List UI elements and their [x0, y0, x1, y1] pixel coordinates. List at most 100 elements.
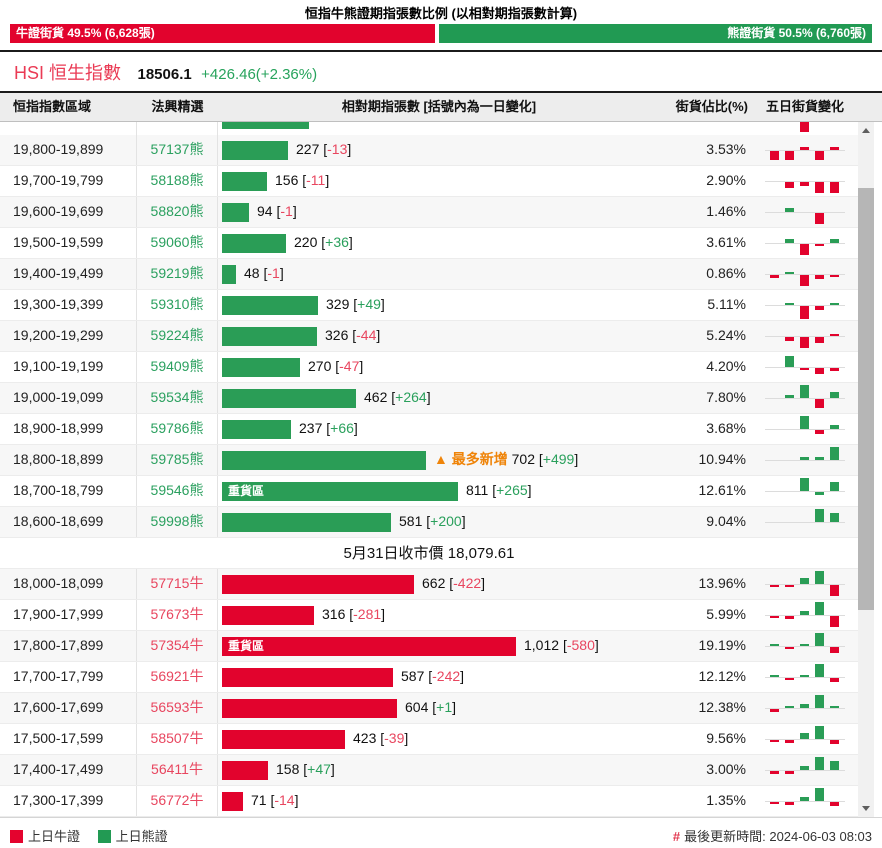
sparkline-bar — [785, 771, 794, 774]
sparkline-bar — [830, 303, 839, 305]
five-day-change-cell — [755, 786, 855, 816]
index-range-cell: 19,300-19,399 — [0, 290, 137, 320]
five-day-sparkline — [765, 385, 845, 412]
sparkline-bar — [830, 513, 839, 522]
warrant-code[interactable]: 56921牛 — [137, 662, 218, 692]
five-day-change-cell — [755, 122, 855, 135]
relative-contracts-cell: 462 [+264] — [218, 383, 660, 413]
warrant-code[interactable]: 59534熊 — [137, 383, 218, 413]
sparkline-bar — [785, 239, 794, 243]
warrant-code[interactable]: 57673牛 — [137, 600, 218, 630]
sparkline-bar — [785, 182, 794, 188]
vertical-scrollbar[interactable] — [858, 122, 874, 817]
warrant-code[interactable]: 56772牛 — [137, 786, 218, 816]
column-header-five-day-change: 五日街貨變化 — [765, 99, 844, 114]
divider-line — [0, 91, 882, 93]
index-range-cell: 19,100-19,199 — [0, 352, 137, 382]
index-range-cell: 17,900-17,999 — [0, 600, 137, 630]
bar-value-label: 662 [-422] — [422, 575, 486, 591]
warrant-code[interactable]: 59998熊 — [137, 507, 218, 537]
relative-contracts-cell: 156 [-11] — [218, 166, 660, 196]
index-range-cell: 17,700-17,799 — [0, 662, 137, 692]
warrant-code[interactable]: 59060熊 — [137, 228, 218, 258]
relative-contracts-cell: 329 [+49] — [218, 290, 660, 320]
table-row: 17,600-17,699 56593牛 604 [+1] 12.38% — [0, 693, 858, 724]
five-day-change-cell — [755, 166, 855, 196]
five-day-sparkline — [765, 416, 845, 443]
relative-contracts-cell: 重貨區 1,012 [-580] — [218, 631, 660, 661]
table-row: 17,500-17,599 58507牛 423 [-39] 9.56% — [0, 724, 858, 755]
warrant-code[interactable]: 56411牛 — [137, 755, 218, 785]
table-row: 19,200-19,299 59224熊 326 [-44] 5.24% — [0, 321, 858, 352]
relative-contracts-cell: 270 [-47] — [218, 352, 660, 382]
column-header-relative-contracts: 相對期指張數 [括號內為一日變化] — [341, 99, 537, 114]
index-range-cell — [0, 122, 137, 135]
warrant-code[interactable]: 58507牛 — [137, 724, 218, 754]
oi-percent-cell: 3.53% — [706, 141, 746, 157]
sparkline-bar — [800, 122, 809, 132]
warrant-code[interactable]: 58188熊 — [137, 166, 218, 196]
sparkline-bar — [770, 644, 779, 646]
warrant-code[interactable]: 59785熊 — [137, 445, 218, 475]
sparkline-baseline — [765, 243, 845, 244]
sparkline-bar — [815, 151, 824, 160]
table-row: 18,700-18,799 59546熊 重貨區 811 [+265] 12.61% — [0, 476, 858, 507]
relative-contracts-cell: 237 [+66] — [218, 414, 660, 444]
five-day-sparkline — [765, 633, 845, 660]
warrant-code[interactable]: 57137熊 — [137, 135, 218, 165]
warrant-code[interactable]: 56593牛 — [137, 693, 218, 723]
sparkline-bar — [830, 706, 839, 708]
volume-bar — [222, 327, 317, 346]
sparkline-baseline — [765, 181, 845, 182]
warrant-code[interactable]: 59546熊 — [137, 476, 218, 506]
five-day-sparkline — [765, 726, 845, 753]
bar-delta: -281 — [353, 606, 382, 622]
footer-bar: 上日牛證 上日熊證 # 最後更新時間: 2024-06-03 08:03 — [0, 817, 882, 848]
oi-percent-cell: 7.80% — [706, 389, 746, 405]
index-range-cell: 19,400-19,499 — [0, 259, 137, 289]
sparkline-bar — [830, 740, 839, 744]
relative-contracts-cell: 158 [+47] — [218, 755, 660, 785]
bull-bear-ratio-bar: 牛證街貨 49.5% (6,628張) 熊證街貨 50.5% (6,760張) — [10, 24, 872, 43]
bar-value: 94 — [257, 203, 277, 219]
bar-value-label: 237 [+66] — [299, 420, 358, 436]
warrant-code[interactable]: 57715牛 — [137, 569, 218, 599]
five-day-change-cell — [755, 197, 855, 227]
scroll-down-button[interactable] — [858, 800, 874, 817]
sparkline-bar — [785, 678, 794, 680]
bar-delta: +499 — [542, 451, 575, 467]
bar-delta: +47 — [307, 761, 331, 777]
warrant-code[interactable]: 59409熊 — [137, 352, 218, 382]
sparkline-bar — [785, 706, 794, 708]
scrollbar-thumb[interactable] — [858, 188, 874, 610]
sparkline-bar — [800, 478, 809, 491]
five-day-change-cell — [755, 755, 855, 785]
sparkline-baseline — [765, 274, 845, 275]
index-range-cell: 19,700-19,799 — [0, 166, 137, 196]
warrant-code[interactable]: 59786熊 — [137, 414, 218, 444]
warrant-code[interactable]: 59224熊 — [137, 321, 218, 351]
warrant-code[interactable]: 59310熊 — [137, 290, 218, 320]
sparkline-baseline — [765, 460, 845, 461]
table-row: 19,800-19,899 57137熊 227 [-13] 3.53% — [0, 135, 858, 166]
bar-value-label: 270 [-47] — [308, 358, 364, 374]
warrant-code[interactable]: 59219熊 — [137, 259, 218, 289]
bar-value: 71 — [251, 792, 271, 808]
legend-bull-label: 上日牛證 — [28, 829, 81, 844]
five-day-change-cell — [755, 631, 855, 661]
scroll-up-button[interactable] — [858, 122, 874, 139]
sparkline-bar — [800, 733, 809, 739]
sparkline-baseline — [765, 367, 845, 368]
warrant-code[interactable]: 57354牛 — [137, 631, 218, 661]
warrant-code[interactable]: 58820熊 — [137, 197, 218, 227]
sparkline-bar — [800, 611, 809, 615]
sparkline-bar — [815, 492, 824, 495]
sparkline-bar — [770, 802, 779, 804]
sparkline-bar — [830, 585, 839, 596]
bar-delta: +200 — [430, 513, 462, 529]
five-day-sparkline — [765, 122, 845, 133]
bar-delta: +1 — [436, 699, 453, 715]
sparkline-bar — [785, 356, 794, 367]
table-row: 17,800-17,899 57354牛 重貨區 1,012 [-580] 19.19% — [0, 631, 858, 662]
index-range-cell: 18,700-18,799 — [0, 476, 137, 506]
